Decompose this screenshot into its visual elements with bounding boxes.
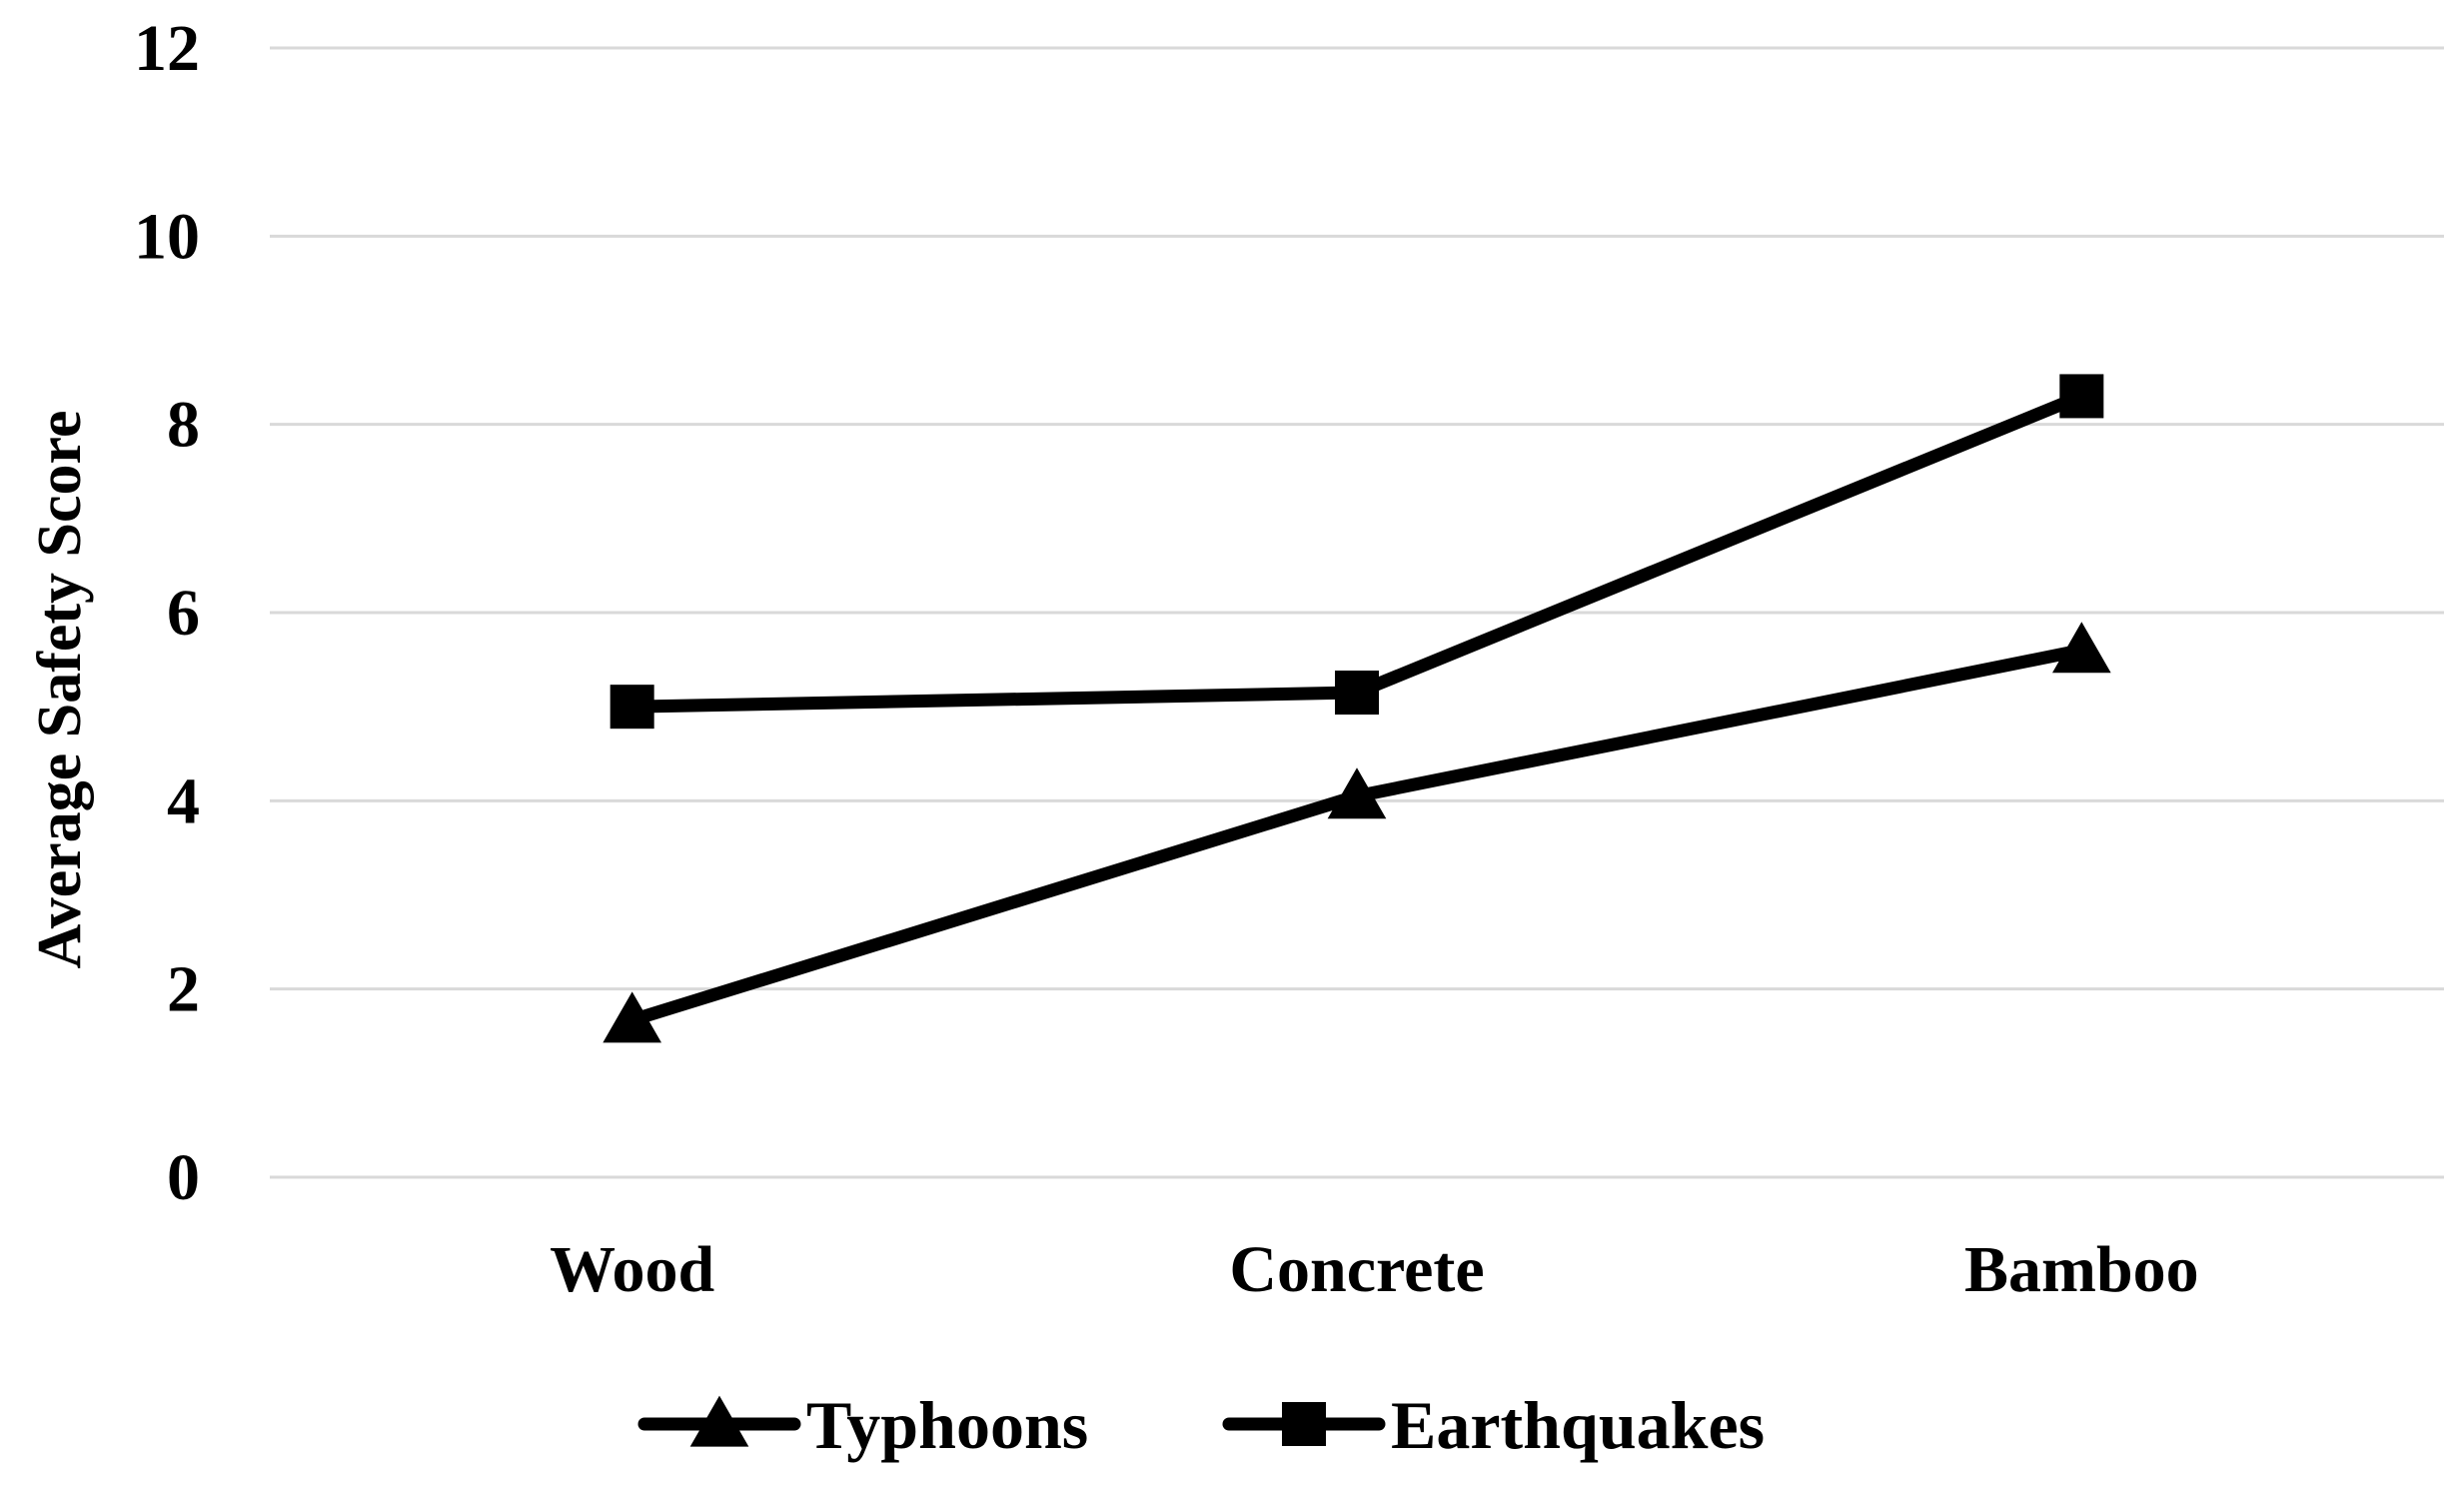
y-axis-ticks: 0 2 4 6 8 10 12: [134, 12, 200, 1214]
legend-marker-earthquakes: [1282, 1402, 1326, 1446]
y-tick-label-8: 8: [167, 389, 200, 462]
point-typhoons-wood: [603, 991, 661, 1043]
y-tick-label-10: 10: [134, 200, 200, 273]
legend-item-typhoons: Typhoons: [637, 1387, 1088, 1463]
legend-label-earthquakes: Earthquakes: [1391, 1387, 1765, 1463]
point-earthquakes-bamboo: [2059, 374, 2104, 419]
x-tick-label-bamboo: Bamboo: [1964, 1233, 2199, 1306]
point-earthquakes-concrete: [1335, 671, 1379, 716]
series-typhoons: [603, 622, 2111, 1043]
series-line-earthquakes: [625, 389, 2088, 714]
point-typhoons-bamboo: [2052, 622, 2111, 674]
legend-marker-typhoons: [689, 1395, 749, 1447]
series: [603, 374, 2111, 1043]
x-tick-label-wood: Wood: [550, 1233, 714, 1306]
gridlines: [270, 46, 2444, 1179]
y-tick-label-0: 0: [167, 1141, 200, 1214]
x-tick-label-concrete: Concrete: [1229, 1233, 1484, 1306]
legend-item-earthquakes: Earthquakes: [1222, 1387, 1765, 1463]
series-earthquakes: [610, 374, 2104, 730]
y-tick-label-2: 2: [167, 953, 200, 1026]
y-axis-title: Average Safety Score: [26, 411, 94, 969]
y-tick-label-6: 6: [167, 577, 200, 650]
x-axis-ticks: Wood Concrete Bamboo: [550, 1233, 2199, 1306]
point-typhoons-concrete: [1327, 767, 1387, 819]
y-tick-label-12: 12: [134, 12, 200, 85]
point-earthquakes-wood: [610, 685, 654, 730]
y-tick-label-4: 4: [167, 764, 200, 837]
legend-label-typhoons: Typhoons: [806, 1387, 1088, 1463]
legend: Typhoons Earthquakes: [637, 1387, 1765, 1463]
